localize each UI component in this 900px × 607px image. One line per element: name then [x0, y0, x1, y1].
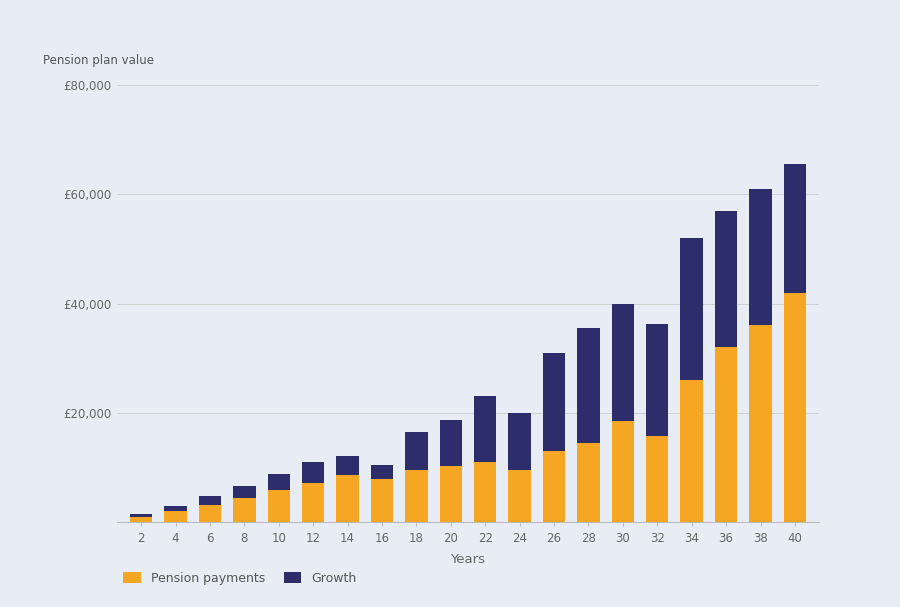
Bar [199, 504, 221, 522]
Bar [508, 413, 531, 470]
Bar [439, 466, 462, 522]
Bar [612, 421, 634, 522]
Bar [267, 474, 290, 490]
Bar [680, 238, 703, 380]
Bar [750, 325, 771, 522]
Legend: Pension payments, Growth: Pension payments, Growth [123, 572, 356, 585]
Bar [474, 396, 497, 462]
Bar [233, 486, 256, 498]
Bar [267, 490, 290, 522]
Bar [577, 443, 599, 522]
Bar [612, 304, 634, 421]
Bar [439, 420, 462, 466]
Bar [577, 328, 599, 443]
Bar [715, 347, 737, 522]
Bar [680, 380, 703, 522]
Bar [405, 470, 428, 522]
Bar [165, 511, 186, 522]
Bar [337, 456, 359, 475]
Bar [130, 514, 152, 517]
Bar [508, 470, 531, 522]
Bar [130, 517, 152, 522]
Bar [784, 164, 806, 293]
Bar [371, 465, 393, 480]
Bar [337, 475, 359, 522]
Bar [233, 498, 256, 522]
X-axis label: Years: Years [451, 553, 485, 566]
Bar [543, 451, 565, 522]
Text: Pension plan value: Pension plan value [43, 55, 154, 67]
Bar [784, 293, 806, 522]
Bar [302, 483, 324, 522]
Bar [371, 480, 393, 522]
Bar [199, 497, 221, 504]
Bar [750, 189, 771, 325]
Bar [165, 506, 186, 511]
Bar [302, 462, 324, 483]
Bar [405, 432, 428, 470]
Bar [715, 211, 737, 347]
Bar [543, 353, 565, 451]
Bar [474, 462, 497, 522]
Bar [646, 436, 669, 522]
Bar [646, 324, 669, 436]
